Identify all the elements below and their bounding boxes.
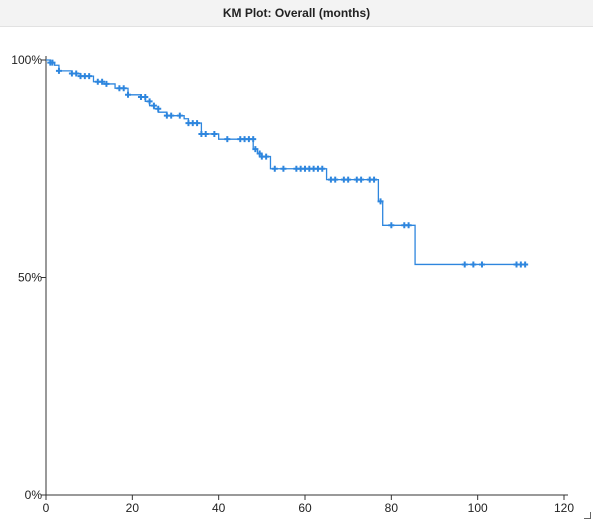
x-tick-label: 40 — [212, 501, 226, 515]
y-tick-label: 100% — [11, 53, 42, 67]
censor-mark — [146, 98, 153, 105]
censor-mark — [125, 91, 132, 98]
censor-mark — [202, 130, 209, 137]
censor-mark — [99, 78, 106, 85]
x-tick-label: 80 — [385, 501, 399, 515]
y-tick-label: 50% — [18, 271, 42, 285]
censor-mark — [478, 261, 485, 268]
censor-mark — [388, 222, 395, 229]
censor-mark — [142, 93, 149, 100]
censor-mark — [470, 261, 477, 268]
censor-marks-layer — [47, 59, 529, 268]
censor-mark — [120, 85, 127, 92]
resize-grip-icon[interactable] — [584, 512, 591, 519]
censor-mark — [194, 120, 201, 127]
censor-mark — [405, 222, 412, 229]
censor-mark — [176, 112, 183, 119]
x-tick-label: 20 — [126, 501, 140, 515]
censor-mark — [155, 105, 162, 112]
censor-mark — [168, 112, 175, 119]
censor-mark — [358, 176, 365, 183]
censor-mark — [55, 67, 62, 74]
censor-mark — [252, 146, 259, 153]
censor-mark — [73, 70, 80, 77]
censor-mark — [345, 176, 352, 183]
censor-mark — [263, 153, 270, 160]
censor-mark — [461, 261, 468, 268]
censor-mark — [150, 102, 157, 109]
censor-mark — [49, 59, 56, 66]
x-tick-label: 120 — [554, 501, 574, 515]
censor-mark — [371, 176, 378, 183]
censor-mark — [211, 130, 218, 137]
censor-mark — [377, 198, 384, 205]
x-tick-label: 60 — [298, 501, 312, 515]
censor-mark — [103, 80, 110, 87]
panel-title: KM Plot: Overall (months) — [222, 6, 371, 20]
censor-mark — [319, 165, 326, 172]
panel-title-bar: KM Plot: Overall (months) — [0, 0, 593, 27]
km-chart: 0 20 40 60 80 100 120 0% 50% 100% — [11, 53, 574, 515]
x-tick-label: 0 — [43, 501, 50, 515]
survival-step-line — [46, 59, 526, 266]
survival-curve-layer — [46, 59, 526, 266]
censor-mark — [256, 150, 263, 157]
censor-mark — [271, 165, 278, 172]
x-tick-label: 100 — [468, 501, 488, 515]
y-tick-label: 0% — [25, 488, 43, 502]
chart-axes: 0 20 40 60 80 100 120 0% 50% 100% — [11, 53, 574, 515]
censor-mark — [86, 73, 93, 80]
censor-mark — [522, 261, 529, 268]
censor-mark — [250, 136, 257, 143]
censor-mark — [224, 136, 231, 143]
censor-mark — [280, 165, 287, 172]
censor-mark — [332, 176, 339, 183]
